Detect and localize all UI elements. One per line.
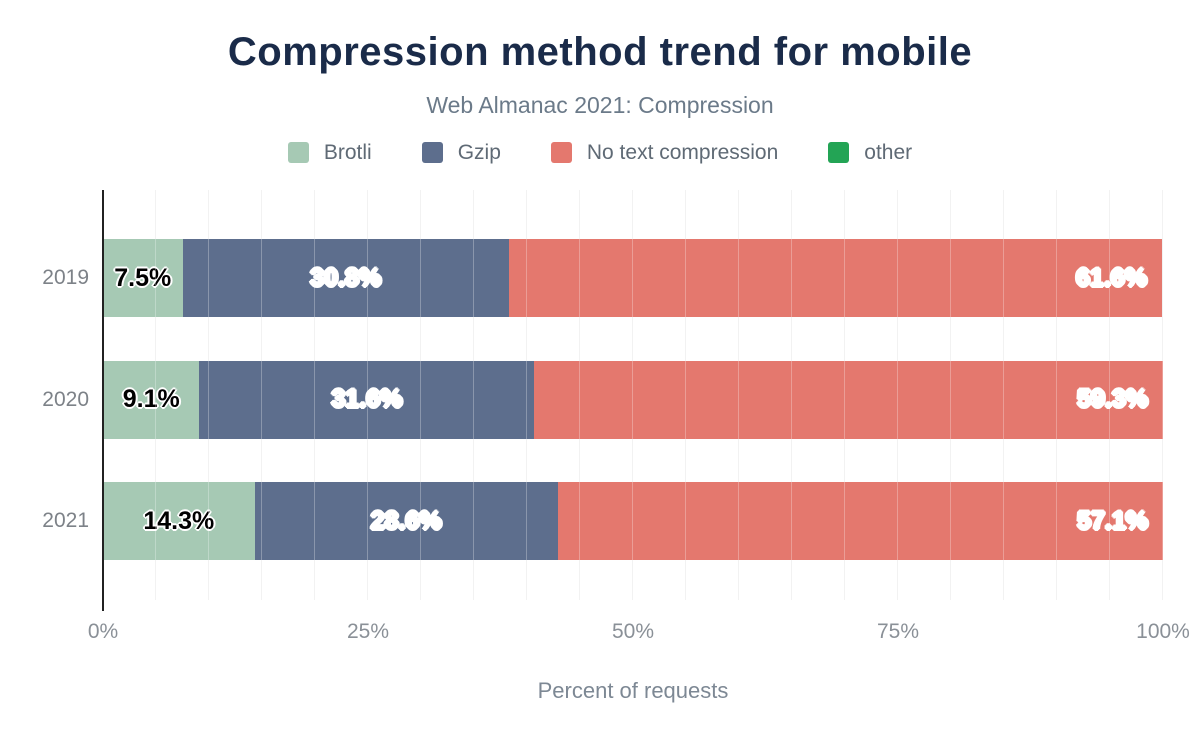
x-axis-tick-label: 25% — [346, 620, 390, 643]
legend: Brotli Gzip No text compression other — [0, 142, 1200, 163]
x-axis-tick-label: 50% — [611, 620, 655, 643]
legend-item: other — [828, 142, 912, 163]
legend-item: No text compression — [550, 141, 779, 164]
bar-rows: 2019 7.5% 30.8% 61.6% 2020 9.1% 31.6% 59.3% 2021… — [42, 190, 1163, 600]
legend-label: other — [864, 141, 913, 164]
bar-segment[interactable]: 28.6% — [254, 482, 558, 560]
bar-segment[interactable]: 57.1% — [557, 482, 1163, 560]
chart-subtitle: Web Almanac 2021: Compression — [426, 92, 774, 118]
legend-label: Gzip — [457, 141, 501, 164]
legend-item: Brotli — [287, 141, 372, 164]
y-axis-label: 2021 — [42, 509, 89, 532]
bar-segment[interactable]: 14.3% — [103, 482, 255, 560]
bar-segment-label: 28.6% — [370, 506, 442, 535]
chart-title: Compression method trend for mobile — [227, 30, 973, 74]
bar-row: 2020 9.1% 31.6% 59.3% — [42, 360, 1163, 439]
bar-segment[interactable]: 59.3% — [534, 360, 1163, 439]
y-axis-label: 2020 — [42, 387, 89, 411]
bar-row: 2021 14.3% 28.6% 57.1% — [42, 482, 1163, 560]
bar-row: 2019 7.5% 30.8% 61.6% — [42, 239, 1163, 317]
legend-label: No text compression — [586, 141, 779, 164]
x-axis-tick-label: 75% — [876, 620, 920, 643]
legend-swatch-icon — [421, 142, 443, 163]
bar-segment[interactable]: 9.1% — [103, 360, 200, 439]
bar-segment-label: 61.6% — [1076, 263, 1147, 292]
bar-segment-label: 31.6% — [331, 385, 403, 413]
bar-segment-label: 7.5% — [114, 263, 172, 292]
bar-segment[interactable]: 7.5% — [103, 239, 183, 317]
legend-item: Gzip — [421, 141, 501, 164]
x-axis-tick-label: 0% — [87, 620, 119, 643]
plot-area: 2019 7.5% 30.8% 61.6% 2020 9.1% 31.6% 59.3% 2021… — [42, 190, 1163, 611]
legend-label: Brotli — [323, 141, 372, 164]
y-axis-label: 2019 — [42, 266, 89, 289]
bar-segment-label: 30.8% — [310, 263, 382, 292]
bar-segment[interactable]: 31.6% — [199, 360, 535, 439]
bar-segment-label: 59.3% — [1077, 385, 1148, 413]
x-axis-title: Percent of requests — [537, 678, 729, 703]
legend-swatch-icon — [828, 142, 850, 163]
legend-swatch-icon — [287, 142, 309, 163]
y-axis-line — [102, 190, 104, 611]
bar-segment[interactable]: 61.6% — [508, 239, 1162, 317]
bar-segment-label: 9.1% — [122, 385, 180, 413]
x-axis-tick-label: 100% — [1136, 620, 1190, 643]
bar-segment[interactable]: 30.8% — [182, 239, 509, 317]
bar-segment-label: 57.1% — [1077, 506, 1148, 535]
legend-swatch-icon — [550, 142, 572, 163]
bar-segment-label: 14.3% — [143, 506, 215, 535]
x-axis: 0% 25% 50% 75% 100% — [88, 620, 1190, 646]
